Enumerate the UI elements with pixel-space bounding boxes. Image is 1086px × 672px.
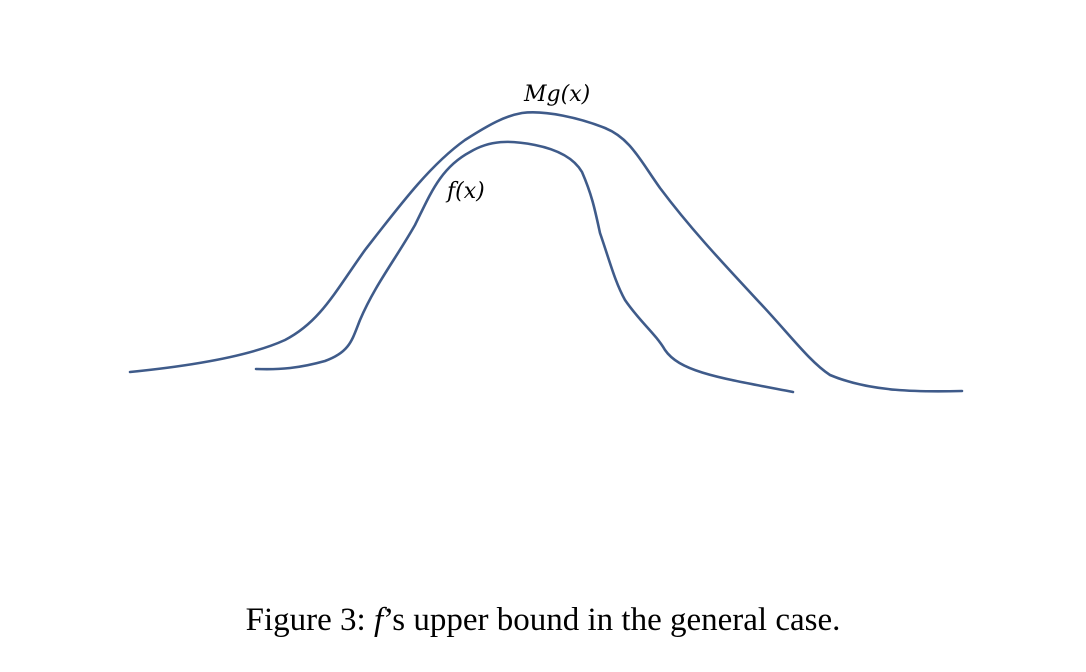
curve-mg: [128, 111, 964, 393]
figure-caption: Figure 3: f’s upper bound in the general…: [0, 598, 1086, 642]
figure-diagram: Mg(x) f(x): [128, 82, 964, 394]
curve-label-f: f(x): [445, 179, 485, 204]
curve-f: [254, 140, 795, 394]
caption-prefix: Figure 3:: [245, 602, 374, 638]
caption-suffix: ’s upper bound in the general case.: [383, 602, 841, 638]
caption-symbol: f: [373, 602, 384, 638]
curves-canvas: Mg(x) f(x): [128, 82, 964, 394]
curve-label-mg: Mg(x): [523, 82, 590, 107]
